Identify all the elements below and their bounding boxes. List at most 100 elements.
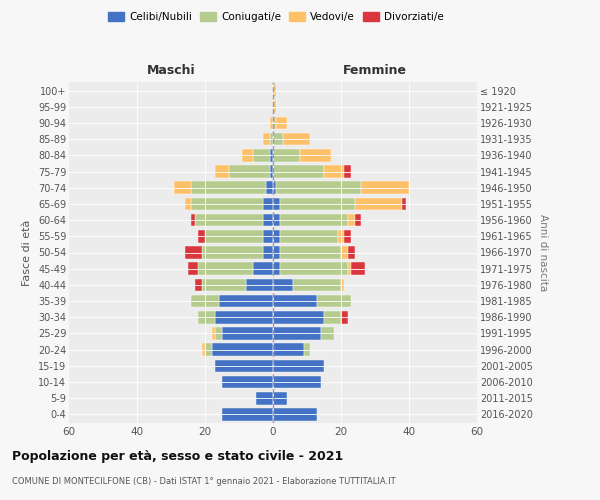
Bar bbox=[242, 149, 253, 162]
Text: COMUNE DI MONTECILFONE (CB) - Dati ISTAT 1° gennaio 2021 - Elaborazione TUTTITAL: COMUNE DI MONTECILFONE (CB) - Dati ISTAT… bbox=[12, 478, 395, 486]
Bar bbox=[351, 262, 365, 275]
Bar bbox=[277, 182, 361, 194]
Text: Maschi: Maschi bbox=[146, 64, 196, 78]
Bar bbox=[273, 262, 280, 275]
Bar bbox=[205, 230, 263, 242]
Bar bbox=[277, 116, 287, 130]
Bar bbox=[273, 230, 280, 242]
Bar bbox=[269, 133, 273, 145]
Bar bbox=[212, 344, 273, 356]
Bar bbox=[273, 84, 277, 97]
Bar bbox=[273, 246, 280, 259]
Bar bbox=[273, 133, 283, 145]
Bar bbox=[191, 182, 266, 194]
Bar bbox=[191, 214, 195, 226]
Bar bbox=[361, 182, 409, 194]
Bar bbox=[185, 198, 191, 210]
Bar bbox=[269, 116, 273, 130]
Bar bbox=[280, 230, 338, 242]
Bar bbox=[263, 230, 273, 242]
Bar bbox=[273, 327, 320, 340]
Bar bbox=[191, 295, 218, 308]
Bar bbox=[215, 360, 273, 372]
Bar bbox=[198, 230, 205, 242]
Bar bbox=[344, 230, 351, 242]
Bar bbox=[218, 295, 273, 308]
Bar bbox=[212, 327, 215, 340]
Bar bbox=[273, 392, 287, 404]
Bar bbox=[222, 327, 273, 340]
Bar bbox=[198, 311, 215, 324]
Bar bbox=[273, 214, 280, 226]
Y-axis label: Fasce di età: Fasce di età bbox=[22, 220, 32, 286]
Bar bbox=[273, 360, 324, 372]
Bar bbox=[300, 149, 331, 162]
Bar bbox=[273, 408, 317, 420]
Bar bbox=[269, 149, 273, 162]
Bar bbox=[205, 344, 212, 356]
Bar bbox=[355, 198, 402, 210]
Bar bbox=[256, 392, 273, 404]
Bar bbox=[324, 165, 344, 178]
Bar bbox=[191, 198, 263, 210]
Bar bbox=[269, 165, 273, 178]
Bar bbox=[202, 344, 205, 356]
Bar bbox=[175, 182, 191, 194]
Bar bbox=[273, 165, 324, 178]
Y-axis label: Anni di nascita: Anni di nascita bbox=[538, 214, 548, 291]
Bar bbox=[229, 165, 269, 178]
Text: Femmine: Femmine bbox=[343, 64, 407, 78]
Bar bbox=[202, 278, 246, 291]
Text: Popolazione per età, sesso e stato civile - 2021: Popolazione per età, sesso e stato civil… bbox=[12, 450, 343, 463]
Bar bbox=[273, 311, 324, 324]
Legend: Celibi/Nubili, Coniugati/e, Vedovi/e, Divorziati/e: Celibi/Nubili, Coniugati/e, Vedovi/e, Di… bbox=[104, 8, 448, 26]
Bar bbox=[246, 278, 273, 291]
Bar bbox=[263, 133, 269, 145]
Bar bbox=[273, 198, 280, 210]
Bar bbox=[402, 198, 406, 210]
Bar bbox=[320, 327, 334, 340]
Bar bbox=[348, 262, 351, 275]
Bar bbox=[215, 165, 229, 178]
Bar bbox=[355, 214, 361, 226]
Bar bbox=[273, 376, 320, 388]
Bar bbox=[263, 214, 273, 226]
Bar bbox=[273, 295, 317, 308]
Bar bbox=[341, 278, 344, 291]
Bar bbox=[304, 344, 310, 356]
Bar bbox=[344, 165, 351, 178]
Bar bbox=[273, 182, 277, 194]
Bar bbox=[280, 246, 341, 259]
Bar bbox=[280, 214, 348, 226]
Bar bbox=[202, 246, 263, 259]
Bar bbox=[215, 311, 273, 324]
Bar bbox=[273, 344, 304, 356]
Bar bbox=[324, 311, 341, 324]
Bar bbox=[195, 214, 263, 226]
Bar bbox=[341, 311, 348, 324]
Bar bbox=[280, 198, 355, 210]
Bar bbox=[253, 262, 273, 275]
Bar bbox=[185, 246, 202, 259]
Bar bbox=[273, 100, 277, 113]
Bar bbox=[341, 246, 348, 259]
Bar bbox=[348, 246, 355, 259]
Bar bbox=[273, 149, 300, 162]
Bar bbox=[195, 278, 202, 291]
Bar bbox=[273, 116, 277, 130]
Bar bbox=[348, 214, 355, 226]
Bar bbox=[283, 133, 310, 145]
Bar bbox=[293, 278, 341, 291]
Bar bbox=[338, 230, 344, 242]
Bar bbox=[263, 198, 273, 210]
Bar bbox=[253, 149, 269, 162]
Bar bbox=[280, 262, 348, 275]
Bar bbox=[222, 376, 273, 388]
Bar bbox=[317, 295, 351, 308]
Bar bbox=[188, 262, 198, 275]
Bar bbox=[263, 246, 273, 259]
Bar bbox=[215, 327, 222, 340]
Bar bbox=[222, 408, 273, 420]
Bar bbox=[266, 182, 273, 194]
Bar bbox=[273, 278, 293, 291]
